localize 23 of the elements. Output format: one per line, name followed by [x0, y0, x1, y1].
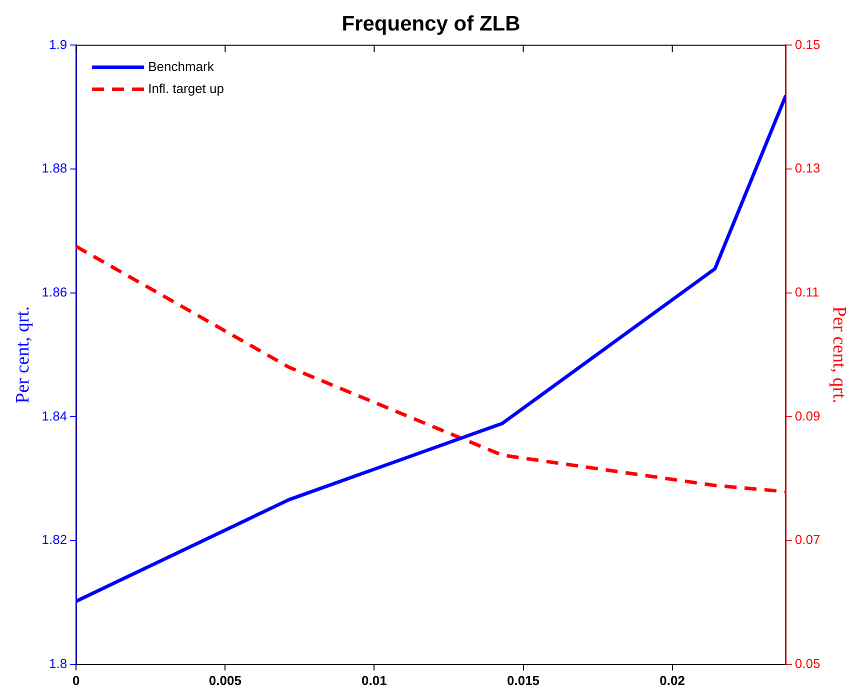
y-tick-label: 1.84	[42, 408, 68, 424]
x-tick-label: 0.02	[660, 672, 685, 688]
x-tick-label: 0.005	[208, 672, 242, 688]
y-tick-label: 1.82	[42, 532, 68, 548]
x-tick-label: 0.015	[506, 672, 540, 688]
x-tick-label: 0.01	[362, 672, 387, 688]
y2-tick-label: 0.09	[794, 408, 820, 424]
y2-tick-label: 0.15	[794, 36, 820, 52]
x-tick-label: 0	[72, 672, 80, 688]
y2-tick-label: 0.11	[794, 284, 820, 300]
y-tick-label: 1.9	[49, 36, 68, 52]
legend-label: Benchmark	[148, 58, 214, 74]
y2-tick-label: 0.05	[794, 656, 820, 671]
y-tick-label: 1.86	[42, 284, 68, 300]
y-tick-label: 1.8	[49, 656, 68, 671]
chart-title: Frequency of ZLB	[342, 12, 520, 36]
legend-label: Infl. target up	[148, 80, 224, 96]
y2-tick-label: 0.07	[794, 532, 820, 548]
line-series	[76, 244, 786, 494]
y-axis-title: Per cent, qrt.	[12, 306, 34, 404]
y2-tick-label: 0.13	[794, 160, 820, 176]
y-tick-label: 1.88	[42, 160, 68, 176]
y2-axis-title: Per cent, qrt.	[828, 306, 850, 404]
